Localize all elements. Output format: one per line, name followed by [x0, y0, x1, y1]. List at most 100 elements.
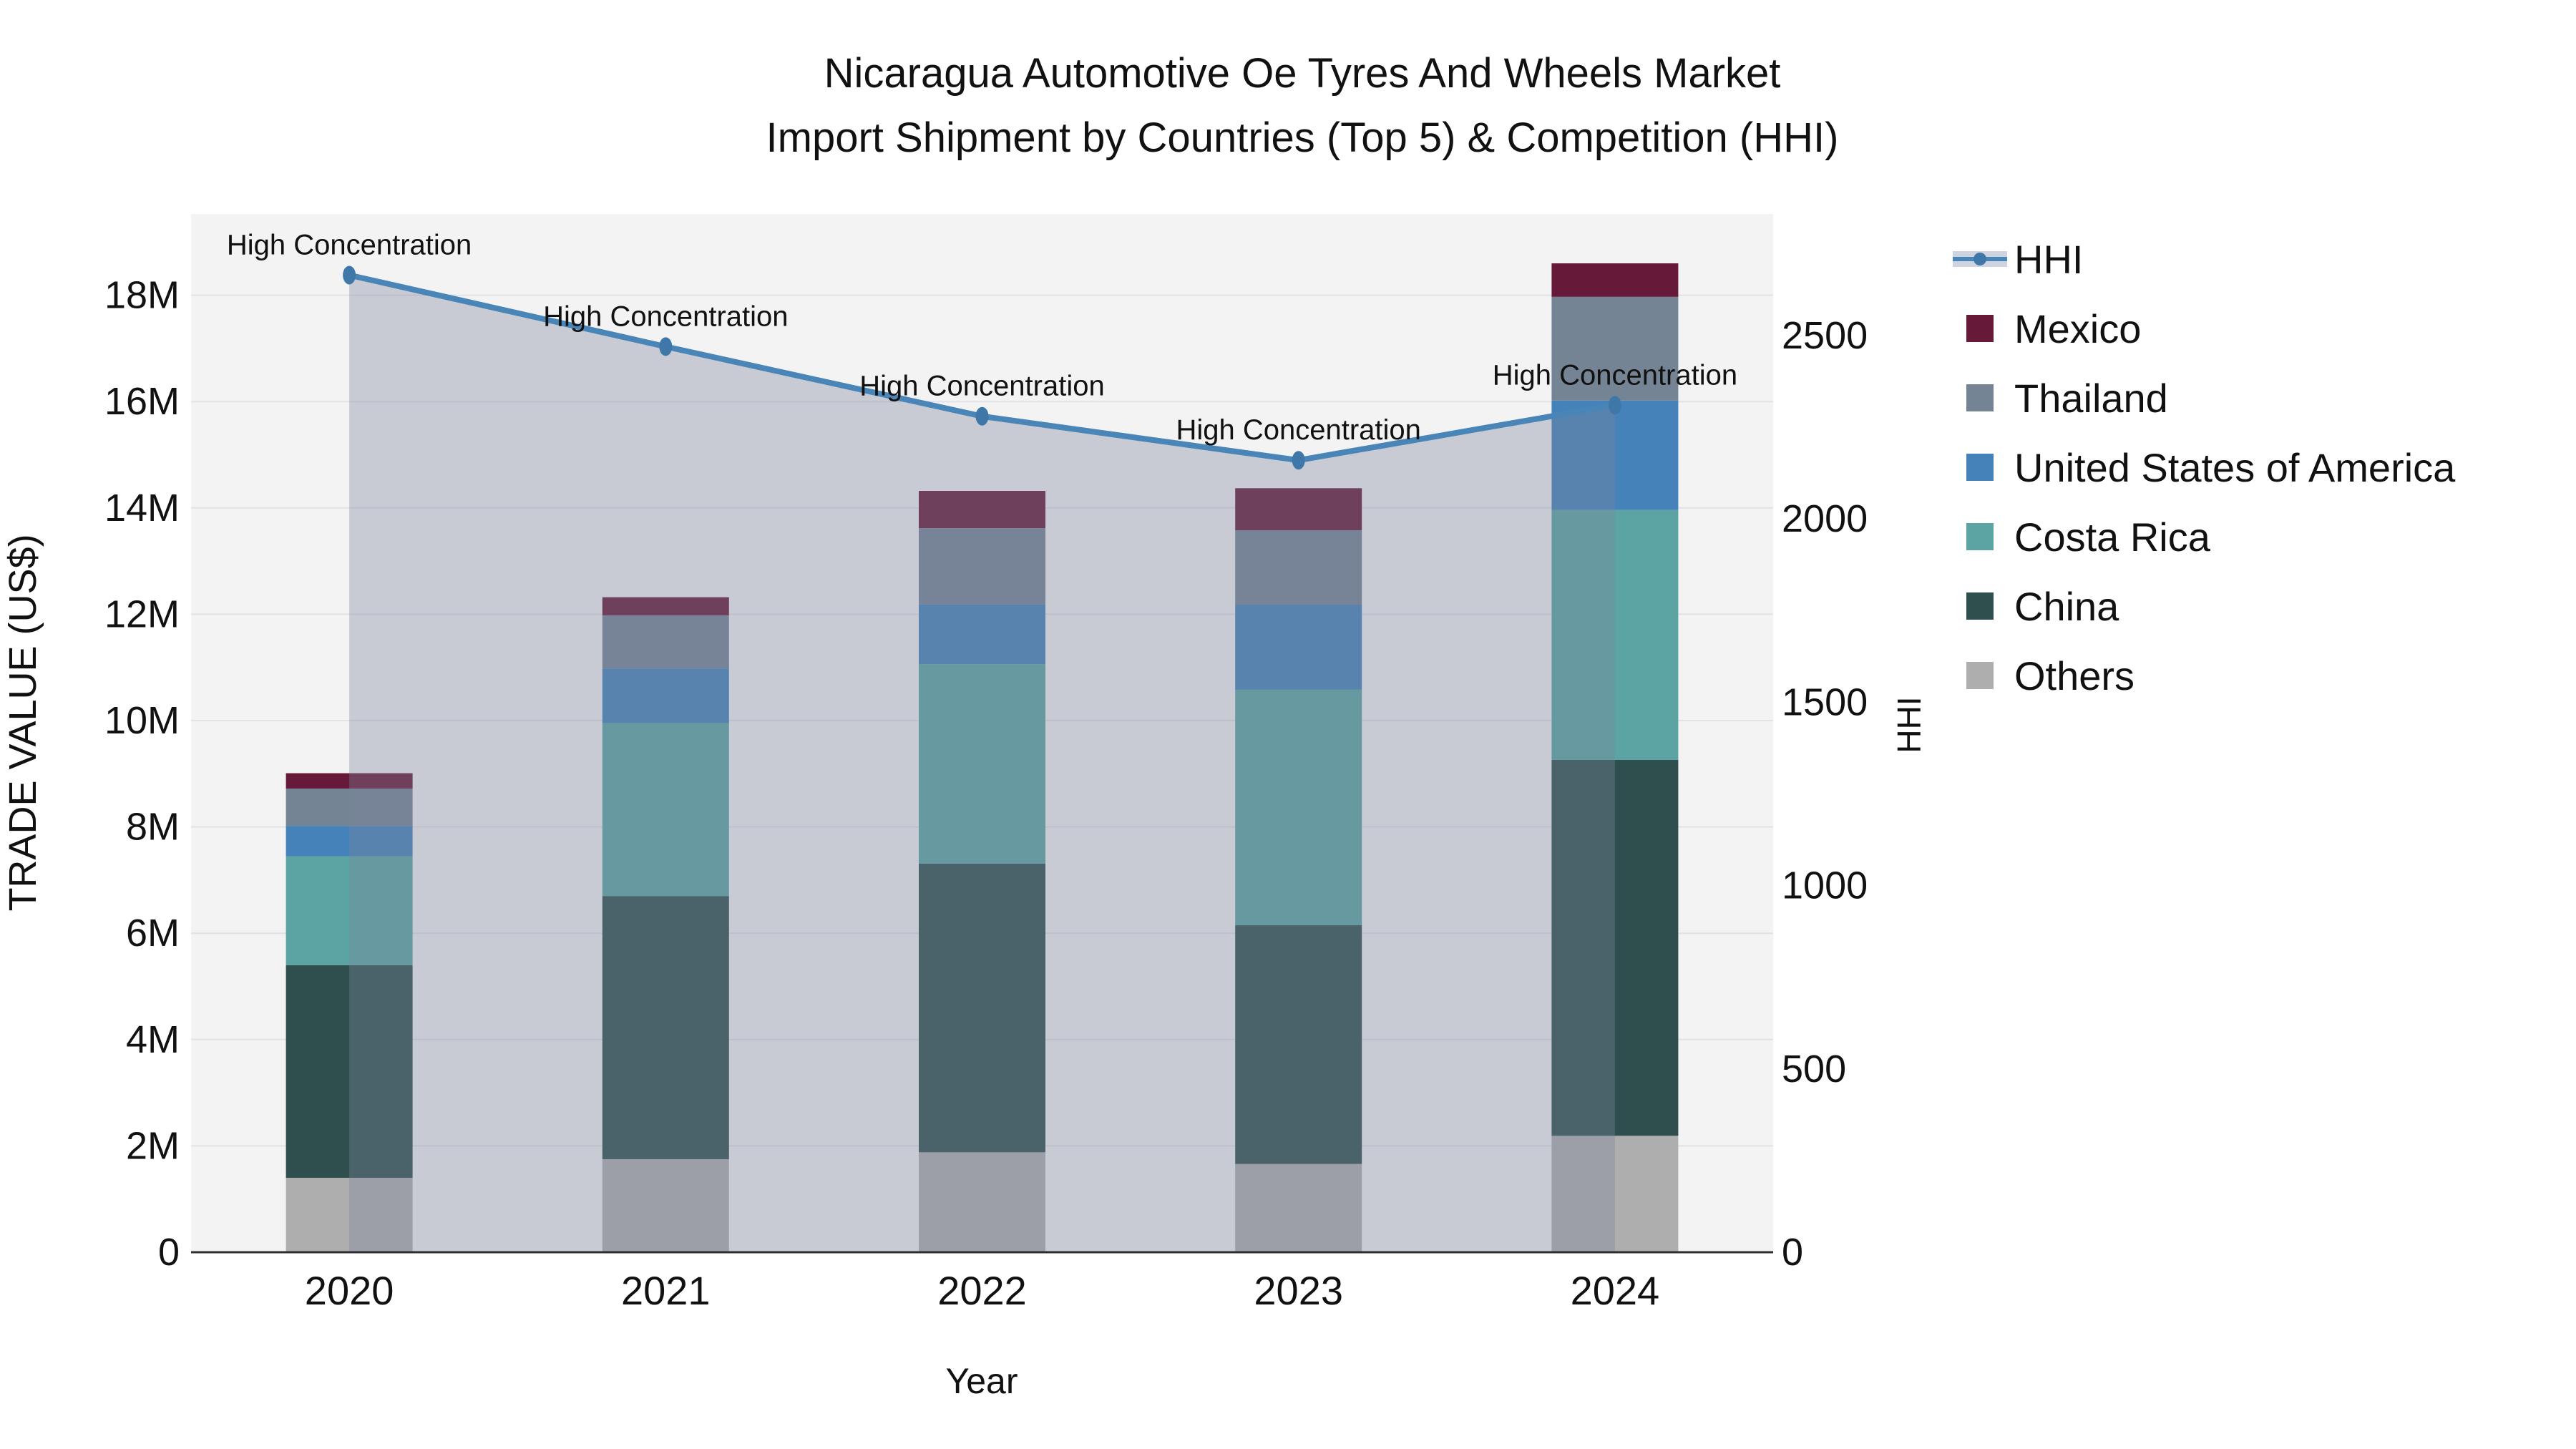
bar-segment-others-2022	[919, 1152, 1045, 1252]
bar-segment-china-2022	[919, 863, 1045, 1153]
bar-segment-thailand-2023	[1235, 530, 1362, 605]
x-tick-label-2022: 2022	[937, 1268, 1027, 1313]
legend-patch-symbol-icon	[1953, 308, 2007, 348]
annotation-2020: High Concentration	[227, 229, 472, 260]
bar-segment-thailand-2021	[602, 615, 729, 669]
right-tick-label-2000: 2000	[1782, 497, 1868, 540]
bar-segment-costa-rica-2021	[602, 723, 729, 897]
bar-segment-thailand-2024	[1551, 296, 1679, 401]
right-axis-title: HHI	[1890, 696, 1928, 753]
legend-item-united-states-of-america: United States of America	[1953, 445, 2455, 490]
chart-title-line2: Import Shipment by Countries (Top 5) & C…	[766, 114, 1839, 161]
left-tick-label-16M: 16M	[104, 380, 180, 423]
left-tick-label-10M: 10M	[104, 699, 180, 742]
right-tick-label-2500: 2500	[1782, 314, 1868, 357]
legend-patch-symbol-icon	[1953, 378, 2007, 418]
hhi-line-marker-icon	[1974, 253, 1986, 265]
bar-segment-mexico-2023	[1235, 488, 1362, 531]
bar-segment-china-2024	[1551, 759, 1679, 1136]
legend-label: Costa Rica	[2014, 514, 2210, 560]
left-tick-label-8M: 8M	[126, 806, 180, 849]
hhi-marker-2020	[343, 265, 356, 285]
legend-item-china: China	[1953, 584, 2455, 629]
annotation-2024: High Concentration	[1493, 359, 1737, 391]
bar-segment-others-2021	[602, 1158, 729, 1252]
left-tick-label-2M: 2M	[126, 1124, 180, 1167]
bar-segment-mexico-2020	[286, 773, 413, 789]
x-tick-label-2021: 2021	[621, 1268, 711, 1313]
hhi-marker-2021	[659, 337, 673, 356]
legend-swatch-united-states-of-america-icon	[1966, 454, 1994, 481]
bar-segment-costa-rica-2022	[919, 664, 1045, 864]
left-tick-label-4M: 4M	[126, 1018, 180, 1061]
legend-swatch-costa-rica-icon	[1966, 523, 1994, 550]
legend-patch-symbol-icon	[1953, 517, 2007, 557]
legend-swatch-mexico-icon	[1966, 315, 1994, 342]
right-tick-label-1500: 1500	[1782, 680, 1868, 723]
legend-item-thailand: Thailand	[1953, 375, 2455, 421]
bar-segment-costa-rica-2024	[1551, 509, 1679, 760]
left-tick-label-18M: 18M	[104, 274, 180, 317]
bar-segment-united-states-of-america-2022	[919, 604, 1045, 665]
bar-segment-thailand-2020	[286, 789, 413, 826]
legend-swatch-thailand-icon	[1966, 384, 1994, 411]
legend-line-symbol-icon	[1953, 239, 2007, 279]
bar-segment-china-2020	[286, 965, 413, 1178]
bar-segment-united-states-of-america-2020	[286, 826, 413, 857]
x-tick-label-2020: 2020	[305, 1268, 394, 1313]
left-tick-label-0: 0	[158, 1231, 180, 1274]
hhi-marker-2023	[1292, 451, 1305, 470]
legend-label: HHI	[2014, 236, 2084, 282]
bar-segment-others-2024	[1551, 1136, 1679, 1252]
x-tick-label-2023: 2023	[1254, 1268, 1343, 1313]
hhi-marker-2024	[1608, 396, 1621, 415]
left-tick-label-12M: 12M	[104, 592, 180, 635]
annotation-2021: High Concentration	[543, 301, 788, 332]
right-tick-label-500: 500	[1782, 1048, 1846, 1091]
left-tick-label-6M: 6M	[126, 912, 180, 955]
chart-title-line1: Nicaragua Automotive Oe Tyres And Wheels…	[824, 50, 1781, 97]
bar-segment-china-2021	[602, 896, 729, 1159]
bar-segment-costa-rica-2023	[1235, 689, 1362, 926]
legend-label: Mexico	[2014, 306, 2142, 351]
legend-item-others: Others	[1953, 653, 2455, 698]
hhi-area	[349, 275, 1615, 1253]
chart-title: Nicaragua Automotive Oe Tyres And Wheels…	[587, 42, 2018, 170]
legend-patch-symbol-icon	[1953, 586, 2007, 626]
bar-segment-thailand-2022	[919, 528, 1045, 605]
bar-segment-costa-rica-2020	[286, 856, 413, 965]
bar-segment-china-2023	[1235, 925, 1362, 1164]
legend-patch-symbol-icon	[1953, 655, 2007, 696]
legend-label: Thailand	[2014, 375, 2168, 421]
bar-segment-mexico-2022	[919, 491, 1045, 529]
legend-item-mexico: Mexico	[1953, 306, 2455, 351]
annotation-2022: High Concentration	[859, 371, 1104, 402]
legend: HHI Mexico Thailand United States of Americ…	[1953, 237, 2455, 698]
bar-segment-others-2023	[1235, 1163, 1362, 1252]
legend-label: Others	[2014, 653, 2135, 698]
legend-label: United States of America	[2014, 444, 2456, 490]
legend-patch-symbol-icon	[1953, 447, 2007, 487]
bar-segment-united-states-of-america-2023	[1235, 605, 1362, 690]
hhi-marker-2022	[975, 406, 989, 426]
x-axis-title: Year	[945, 1361, 1018, 1401]
left-axis-title: TRADE VALUE (US$)	[1, 534, 44, 912]
legend-label: China	[2014, 583, 2119, 629]
left-tick-label-14M: 14M	[104, 487, 180, 530]
bar-segment-united-states-of-america-2024	[1551, 400, 1679, 510]
bar-segment-others-2020	[286, 1177, 413, 1252]
legend-swatch-china-icon	[1966, 592, 1994, 620]
right-tick-label-1000: 1000	[1782, 864, 1868, 907]
legend-item-hhi: HHI	[1953, 237, 2455, 282]
bar-segment-mexico-2021	[602, 597, 729, 615]
legend-swatch-others-icon	[1966, 662, 1994, 689]
bar-segment-mexico-2024	[1551, 263, 1679, 297]
bar-segment-united-states-of-america-2021	[602, 668, 729, 723]
hhi-line-swatch-icon	[1953, 251, 2007, 267]
annotation-2023: High Concentration	[1176, 414, 1420, 446]
right-tick-label-0: 0	[1782, 1231, 1803, 1274]
legend-item-costa-rica: Costa Rica	[1953, 514, 2455, 560]
x-tick-label-2024: 2024	[1571, 1268, 1660, 1313]
